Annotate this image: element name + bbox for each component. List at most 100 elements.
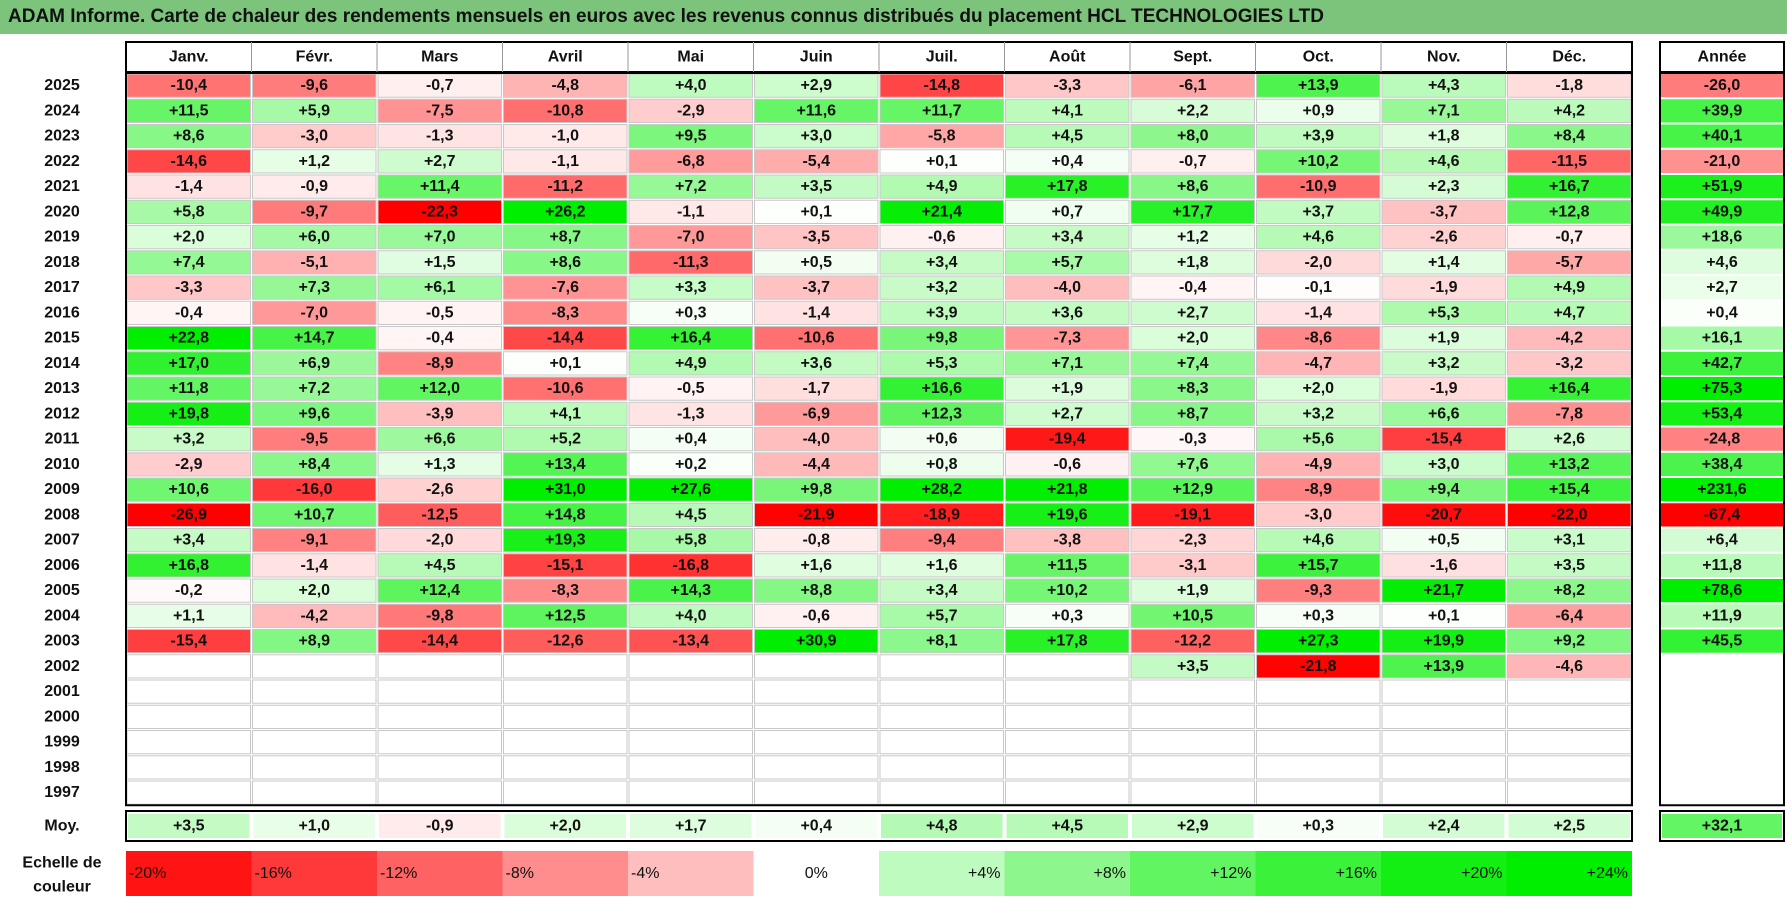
year-label: 2011 [45, 431, 80, 448]
cell-value: +7,3 [298, 279, 330, 296]
cell-value: -0,4 [175, 304, 203, 321]
heatmap-cell [377, 98, 502, 123]
heatmap-cell [377, 755, 502, 780]
cell-value: -8,6 [1304, 330, 1332, 347]
cell-value: -14,4 [547, 330, 584, 347]
heatmap-cell [1130, 376, 1255, 401]
cell-value: -10,6 [798, 330, 835, 347]
color-scale-swatch [1506, 851, 1632, 896]
heatmap-cell [1005, 603, 1130, 628]
heatmap-cell [1507, 780, 1632, 805]
color-scale-swatch [628, 851, 754, 896]
heatmap-cell [628, 427, 753, 452]
cell-value: -10,9 [1300, 178, 1337, 195]
heatmap-cell [628, 730, 753, 755]
cell-value: +0,5 [1428, 532, 1460, 549]
heatmap-cell [1381, 603, 1506, 628]
heatmap-cell [1130, 300, 1255, 325]
heatmap-cell [628, 629, 753, 654]
cell-value: +6,6 [1428, 405, 1460, 422]
cell-value: -12,6 [547, 633, 584, 650]
heatmap-cell [1381, 149, 1506, 174]
heatmap-cell [1256, 98, 1381, 123]
average-frame [125, 810, 1633, 842]
cell-value: -1,6 [1430, 557, 1458, 574]
cell-value: +11,5 [169, 102, 209, 119]
cell-value: -2,6 [1430, 229, 1458, 246]
cell-value: -3,9 [426, 405, 454, 422]
cell-value: +16,4 [1549, 380, 1590, 397]
annual-value: +16,1 [1702, 330, 1743, 347]
color-scale-stop-label: +20% [1461, 865, 1502, 882]
average-value: -0,9 [426, 818, 454, 835]
year-label: 2014 [44, 355, 80, 372]
heatmap-cell [1005, 704, 1130, 729]
cell-value: +8,7 [1177, 405, 1209, 422]
cell-value: -1,4 [1304, 304, 1332, 321]
cell-value: -0,3 [1179, 431, 1207, 448]
heatmap-cell [1381, 250, 1506, 275]
cell-value: -1,3 [677, 405, 705, 422]
year-label: 1998 [44, 759, 80, 776]
heatmap-cell [1381, 376, 1506, 401]
annual-value: +0,4 [1706, 304, 1738, 321]
cell-value: -2,0 [1304, 254, 1332, 271]
cell-value: -0,6 [928, 229, 956, 246]
cell-value: -4,2 [300, 607, 328, 624]
heatmap-cell [252, 275, 377, 300]
year-label: 2006 [44, 557, 80, 574]
cell-value: +0,7 [1051, 203, 1083, 220]
heatmap-cell [503, 477, 628, 502]
cell-value: +17,7 [1173, 203, 1214, 220]
cell-value: +19,6 [1047, 506, 1088, 523]
cell-value: -2,0 [426, 532, 454, 549]
heatmap-cell [1130, 679, 1255, 704]
heatmap-cell [879, 174, 1004, 199]
heatmap-cell [252, 427, 377, 452]
cell-value: -3,8 [1053, 532, 1081, 549]
cell-value: -2,3 [1179, 532, 1207, 549]
heatmap-cell [754, 528, 879, 553]
cell-value: +21,7 [1424, 582, 1465, 599]
heatmap-cell [754, 502, 879, 527]
heatmap-cell [879, 654, 1004, 679]
cell-value: -9,6 [300, 77, 328, 94]
heatmap-cell [252, 452, 377, 477]
cell-value: +15,4 [1549, 481, 1590, 498]
cell-value: -2,9 [175, 456, 203, 473]
heatmap-cell [503, 452, 628, 477]
heatmap-cell [1130, 250, 1255, 275]
heatmap-cell [754, 275, 879, 300]
cell-value: -1,9 [1430, 279, 1458, 296]
heatmap-cell [503, 250, 628, 275]
cell-value: +21,8 [1047, 481, 1088, 498]
cell-value: +8,9 [298, 633, 330, 650]
heatmap-cell [1256, 679, 1381, 704]
cell-value: -2,6 [426, 481, 454, 498]
heatmap-cell [1005, 275, 1130, 300]
heatmap-cell [1130, 401, 1255, 426]
heatmap-cell [628, 553, 753, 578]
heatmap-cell [879, 401, 1004, 426]
cell-value: +3,9 [926, 304, 958, 321]
heatmap-cell [377, 376, 502, 401]
heatmap-cell [1130, 578, 1255, 603]
cell-value: -13,4 [673, 633, 710, 650]
cell-value: +4,5 [424, 557, 456, 574]
heatmap-cell [1381, 730, 1506, 755]
cell-value: -1,4 [300, 557, 328, 574]
heatmap-cell [126, 654, 251, 679]
cell-value: -5,4 [802, 153, 830, 170]
cell-value: -15,1 [547, 557, 584, 574]
cell-value: +8,4 [1553, 128, 1585, 145]
annual-cell [1661, 301, 1783, 325]
cell-value: -0,7 [426, 77, 454, 94]
average-value: +0,3 [1302, 818, 1334, 835]
cell-value: -19,1 [1175, 506, 1212, 523]
heatmap-cell [628, 780, 753, 805]
heatmap-cell [1005, 730, 1130, 755]
cell-value: +0,9 [1302, 102, 1334, 119]
cell-value: +4,6 [1302, 229, 1334, 246]
heatmap-cell [1256, 124, 1381, 149]
average-cell [630, 814, 752, 838]
